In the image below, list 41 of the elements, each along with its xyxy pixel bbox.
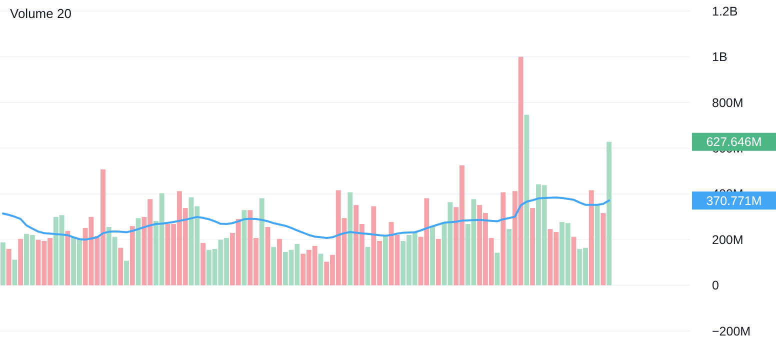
bar bbox=[271, 246, 276, 286]
bar bbox=[124, 260, 129, 286]
bar bbox=[506, 229, 512, 286]
bar bbox=[588, 190, 594, 286]
text: 627.646M bbox=[706, 135, 762, 150]
line-series bbox=[2, 196, 610, 241]
bar bbox=[118, 248, 124, 286]
bar bbox=[500, 192, 506, 286]
bar bbox=[594, 205, 600, 286]
y-tick-label: −200M bbox=[712, 324, 751, 338]
y-tick-label: 0 bbox=[712, 278, 719, 293]
bar bbox=[242, 210, 247, 286]
chart-title: Volume 20 bbox=[10, 6, 72, 21]
y-tick-label: 1.2B bbox=[712, 4, 738, 18]
bar bbox=[65, 230, 70, 286]
bar bbox=[6, 248, 12, 286]
bar bbox=[365, 246, 370, 286]
bar bbox=[18, 238, 24, 286]
bar bbox=[318, 254, 324, 286]
bar bbox=[136, 218, 141, 286]
bar bbox=[130, 226, 135, 286]
bar bbox=[530, 208, 536, 286]
bar bbox=[436, 238, 441, 286]
y-tick-label: 1B bbox=[712, 50, 728, 64]
bar bbox=[200, 243, 206, 286]
bar bbox=[524, 114, 530, 286]
bar bbox=[259, 198, 264, 286]
bar bbox=[600, 213, 606, 286]
y-tick-label: 200M bbox=[712, 232, 744, 247]
bar bbox=[382, 236, 388, 286]
bar bbox=[606, 142, 612, 286]
y-tick-label: 800M bbox=[712, 96, 744, 110]
bar bbox=[277, 238, 282, 286]
bar bbox=[12, 260, 18, 286]
bar bbox=[265, 227, 270, 286]
bar bbox=[348, 192, 353, 286]
bar bbox=[430, 226, 435, 286]
bar bbox=[494, 252, 500, 286]
bar bbox=[0, 242, 6, 286]
text: 370.771M bbox=[706, 194, 762, 208]
bar bbox=[571, 236, 576, 286]
